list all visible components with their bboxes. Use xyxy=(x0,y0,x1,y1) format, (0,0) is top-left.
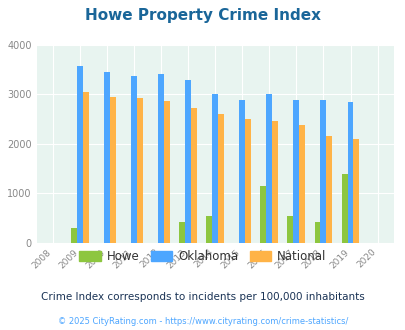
Bar xyxy=(353,139,358,243)
Bar xyxy=(298,125,305,243)
Bar xyxy=(71,228,77,243)
Bar xyxy=(272,121,277,243)
Bar xyxy=(164,101,170,243)
Bar xyxy=(266,94,272,243)
Bar xyxy=(314,222,320,243)
Bar xyxy=(104,72,110,243)
Text: Howe Property Crime Index: Howe Property Crime Index xyxy=(85,8,320,23)
Bar xyxy=(185,80,191,243)
Bar xyxy=(245,119,251,243)
Bar xyxy=(83,92,89,243)
Bar xyxy=(131,76,136,243)
Bar xyxy=(320,100,326,243)
Bar xyxy=(293,100,298,243)
Bar xyxy=(326,136,332,243)
Bar xyxy=(239,100,245,243)
Bar xyxy=(110,96,115,243)
Bar xyxy=(287,216,293,243)
Bar xyxy=(158,74,164,243)
Bar xyxy=(77,66,83,243)
Bar xyxy=(212,94,217,243)
Bar xyxy=(217,114,224,243)
Bar xyxy=(260,185,266,243)
Text: © 2025 CityRating.com - https://www.cityrating.com/crime-statistics/: © 2025 CityRating.com - https://www.city… xyxy=(58,317,347,326)
Bar xyxy=(347,102,353,243)
Bar xyxy=(206,216,212,243)
Text: Crime Index corresponds to incidents per 100,000 inhabitants: Crime Index corresponds to incidents per… xyxy=(41,292,364,302)
Bar xyxy=(179,222,185,243)
Bar xyxy=(341,174,347,243)
Bar xyxy=(191,108,196,243)
Legend: Howe, Oklahoma, National: Howe, Oklahoma, National xyxy=(79,250,326,263)
Bar xyxy=(136,98,143,243)
